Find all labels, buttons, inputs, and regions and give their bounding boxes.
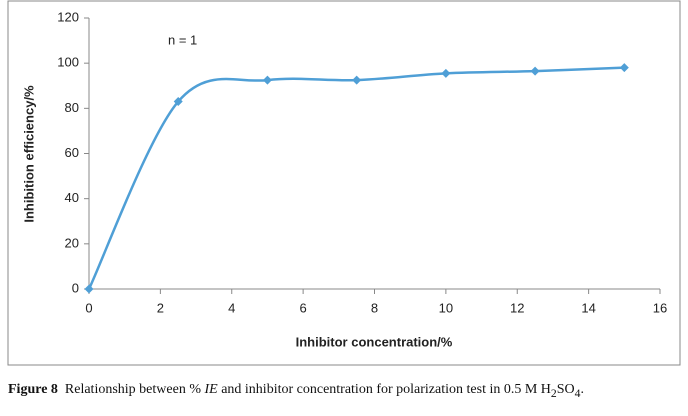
marker bbox=[84, 284, 94, 294]
x-tick-label: 8 bbox=[371, 300, 378, 315]
annotation: n = 1 bbox=[168, 32, 197, 47]
caption: Figure 8 Relationship between % IE and i… bbox=[8, 382, 684, 400]
marker bbox=[441, 68, 451, 78]
marker bbox=[262, 75, 272, 85]
x-tick-label: 6 bbox=[300, 300, 307, 315]
y-axis-title: Inhibition efficiency/% bbox=[21, 85, 36, 223]
marker bbox=[530, 66, 540, 76]
caption-text: 4 bbox=[574, 386, 581, 400]
y-tick-label: 100 bbox=[57, 55, 79, 70]
caption-text: SO bbox=[556, 382, 575, 397]
marker bbox=[352, 75, 362, 85]
y-tick-label: 120 bbox=[57, 9, 79, 24]
x-tick-label: 14 bbox=[581, 300, 595, 315]
x-axis-title: Inhibitor concentration/% bbox=[296, 334, 453, 349]
x-tick-label: 2 bbox=[157, 300, 164, 315]
y-tick-label: 40 bbox=[65, 190, 79, 205]
caption-text: 2 bbox=[550, 386, 557, 400]
caption-text: Relationship between % bbox=[64, 382, 201, 397]
chart: n = 1 Inhibitor concentration/% Inhibiti… bbox=[7, 0, 681, 366]
y-tick-label: 80 bbox=[65, 100, 79, 115]
x-tick-label: 0 bbox=[85, 300, 92, 315]
x-tick-label: 16 bbox=[653, 300, 667, 315]
caption-text: . bbox=[580, 382, 584, 397]
x-tick-label: 12 bbox=[510, 300, 524, 315]
chart-frame bbox=[7, 0, 681, 366]
y-tick-label: 20 bbox=[65, 235, 79, 250]
x-tick-label: 10 bbox=[439, 300, 453, 315]
y-tick-label: 0 bbox=[72, 280, 79, 295]
x-tick-label: 4 bbox=[228, 300, 235, 315]
marker bbox=[619, 63, 629, 73]
caption-text: and inhibitor concentration for polariza… bbox=[221, 382, 551, 397]
y-tick-label: 60 bbox=[65, 145, 79, 160]
marker bbox=[173, 97, 183, 107]
caption-label: Figure 8 bbox=[8, 382, 58, 397]
caption-text: IE bbox=[204, 382, 218, 397]
